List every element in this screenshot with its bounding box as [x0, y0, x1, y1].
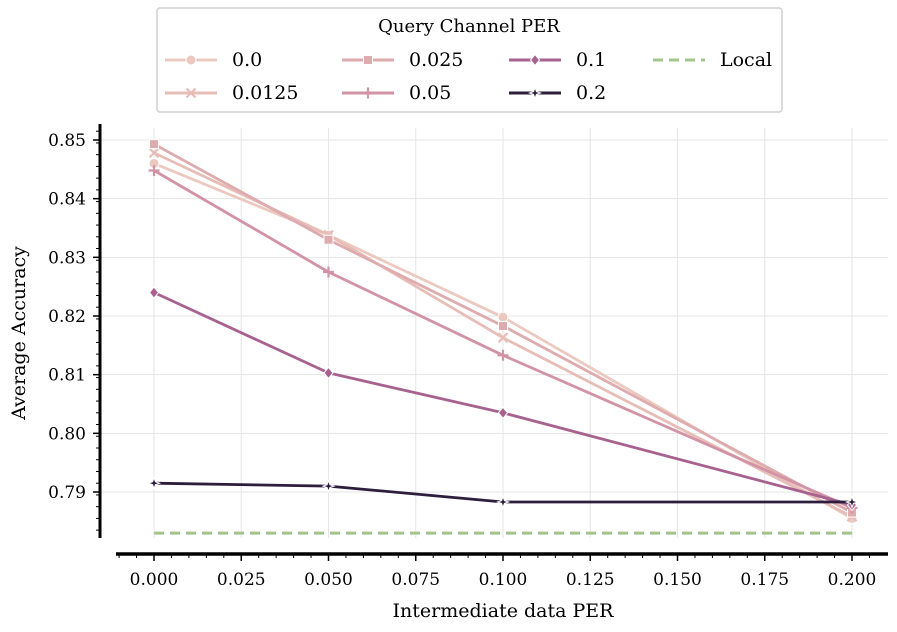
legend-marker [527, 85, 543, 101]
data-point [148, 147, 160, 159]
legend-title: Query Channel PER [378, 16, 560, 37]
data-point [148, 165, 160, 177]
series-layer [146, 139, 860, 535]
y-tick-label: 0.80 [48, 424, 86, 444]
x-tick-label: 0.125 [566, 570, 615, 590]
data-point [498, 320, 508, 331]
y-tick-label: 0.81 [48, 366, 86, 386]
x-tick-label: 0.200 [828, 570, 877, 590]
legend-label: 0.0125 [232, 82, 298, 104]
data-point [497, 332, 509, 343]
y-tick-label: 0.85 [48, 131, 86, 151]
data-point [495, 494, 511, 510]
legend-marker [529, 53, 541, 67]
series-0.2 [146, 476, 860, 510]
data-point [323, 266, 334, 278]
legend-marker [363, 55, 373, 65]
x-tick-label: 0.150 [653, 570, 702, 590]
legend-label: 0.05 [409, 82, 451, 104]
data-point [149, 139, 159, 150]
x-tick-label: 0.075 [391, 570, 440, 590]
data-point [146, 476, 162, 491]
axes: 0.79 0.80 0.81 0.82 0.83 0.84 0.85 0.000 0.025 0.… [48, 124, 888, 590]
x-tick-label: 0.000 [130, 570, 179, 590]
legend-marker [185, 87, 197, 99]
x-tick-label: 0.175 [740, 570, 789, 590]
y-tick-label: 0.84 [48, 190, 86, 210]
legend-label: 0.1 [576, 49, 606, 71]
legend-item-0.0125: 0.0125 [165, 82, 298, 104]
series-line [153, 151, 853, 518]
legend-item-0.2: 0.2 [509, 82, 606, 104]
x-axis-title: Intermediate data PER [393, 600, 615, 622]
data-point [323, 234, 334, 245]
series-line [153, 142, 853, 514]
legend-marker [185, 54, 197, 66]
data-point [844, 494, 860, 510]
data-point [497, 406, 509, 420]
legend-item-0.025: 0.025 [342, 49, 463, 71]
legend-item-0.0: 0.0 [165, 49, 262, 71]
series-0.05 [148, 165, 858, 514]
data-point [497, 311, 509, 323]
legend-item-0.1: 0.1 [509, 49, 606, 71]
legend-frame [156, 7, 783, 113]
data-point [148, 286, 160, 299]
legend-label: 0.025 [409, 49, 463, 71]
series-line [153, 481, 852, 504]
data-point [323, 366, 334, 380]
legend-item-Local: Local [653, 49, 772, 71]
series-line [153, 291, 853, 507]
series-line [153, 169, 853, 510]
legend-item-0.05: 0.05 [342, 82, 451, 104]
y-tick-label: 0.79 [48, 483, 86, 503]
data-point [497, 349, 509, 361]
y-tick-label: 0.82 [48, 307, 86, 327]
legend: Query Channel PER 0.0 0.025 0.1 Local 0.0125… [156, 7, 783, 113]
legend-label: 0.2 [576, 82, 606, 104]
x-tick-label: 0.025 [217, 570, 266, 590]
data-point [321, 479, 336, 494]
x-tick-label: 0.050 [304, 570, 353, 590]
legend-marker [362, 87, 374, 99]
legend-label: Local [720, 49, 772, 71]
legend-label: 0.0 [232, 49, 262, 71]
grid [100, 128, 888, 538]
y-axis-title: Average Accuracy [8, 246, 30, 421]
x-tick-label: 0.100 [479, 570, 528, 590]
y-tick-label: 0.83 [48, 248, 86, 268]
